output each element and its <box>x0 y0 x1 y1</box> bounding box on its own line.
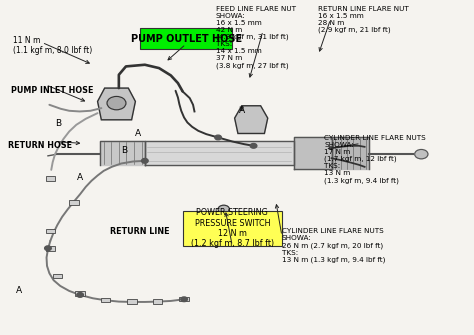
Text: FEED LINE FLARE NUT
SHOWA:
16 x 1.5 mm
42 N m
(4.3 kgf m, 31 lbf ft)
TKS:
14 x 1: FEED LINE FLARE NUT SHOWA: 16 x 1.5 mm 4… <box>216 6 296 69</box>
Polygon shape <box>98 88 136 120</box>
Circle shape <box>142 158 148 163</box>
Text: POWER STEERING
PRESSURE SWITCH
12 N m
(1.2 kgf m, 8.7 lbf ft): POWER STEERING PRESSURE SWITCH 12 N m (1… <box>191 208 274 249</box>
Text: CYLINDER LINE FLARE NUTS
SHOWA:
17 N m
(1.7 kgf m, 12 lbf ft)
TKS:
13 N m
(1.3 k: CYLINDER LINE FLARE NUTS SHOWA: 17 N m (… <box>324 135 426 184</box>
Text: A: A <box>77 173 83 182</box>
Bar <box>53 274 62 278</box>
Bar <box>69 200 79 205</box>
Text: RETURN HOSE: RETURN HOSE <box>8 141 72 150</box>
Circle shape <box>415 149 428 159</box>
Bar <box>46 228 55 233</box>
Bar <box>101 297 110 302</box>
Polygon shape <box>100 141 145 165</box>
Bar <box>46 246 55 251</box>
Text: A: A <box>136 129 142 138</box>
Text: B: B <box>55 119 61 128</box>
Circle shape <box>218 205 229 213</box>
Circle shape <box>77 292 83 297</box>
Circle shape <box>250 143 257 148</box>
Text: RETURN LINE: RETURN LINE <box>110 227 170 236</box>
Text: PUMP INLET HOSE: PUMP INLET HOSE <box>11 86 93 95</box>
Polygon shape <box>331 137 369 169</box>
Polygon shape <box>145 141 294 165</box>
Text: CYLINDER LINE FLARE NUTS
SHOWA:
26 N m (2.7 kgf m, 20 lbf ft)
TKS:
13 N m (1.3 k: CYLINDER LINE FLARE NUTS SHOWA: 26 N m (… <box>282 228 385 263</box>
Circle shape <box>107 96 126 110</box>
Text: B: B <box>121 146 128 155</box>
Bar <box>46 176 55 181</box>
Bar <box>153 299 162 304</box>
FancyBboxPatch shape <box>140 28 232 49</box>
Bar <box>128 299 137 304</box>
Text: A: A <box>239 106 246 115</box>
Circle shape <box>215 135 221 140</box>
Text: 11 N m
(1.1 kgf m, 8.0 lbf ft): 11 N m (1.1 kgf m, 8.0 lbf ft) <box>12 36 92 55</box>
Polygon shape <box>235 106 268 133</box>
Polygon shape <box>294 137 331 169</box>
Bar <box>179 296 189 301</box>
Text: A: A <box>16 286 22 295</box>
Text: PUMP OUTLET HOSE: PUMP OUTLET HOSE <box>131 34 242 44</box>
Circle shape <box>181 297 187 302</box>
FancyBboxPatch shape <box>182 211 282 246</box>
Text: RETURN LINE FLARE NUT
16 x 1.5 mm
28 N m
(2.9 kgf m, 21 lbf ft): RETURN LINE FLARE NUT 16 x 1.5 mm 28 N m… <box>318 6 409 33</box>
Bar <box>75 291 85 296</box>
Circle shape <box>45 246 51 251</box>
